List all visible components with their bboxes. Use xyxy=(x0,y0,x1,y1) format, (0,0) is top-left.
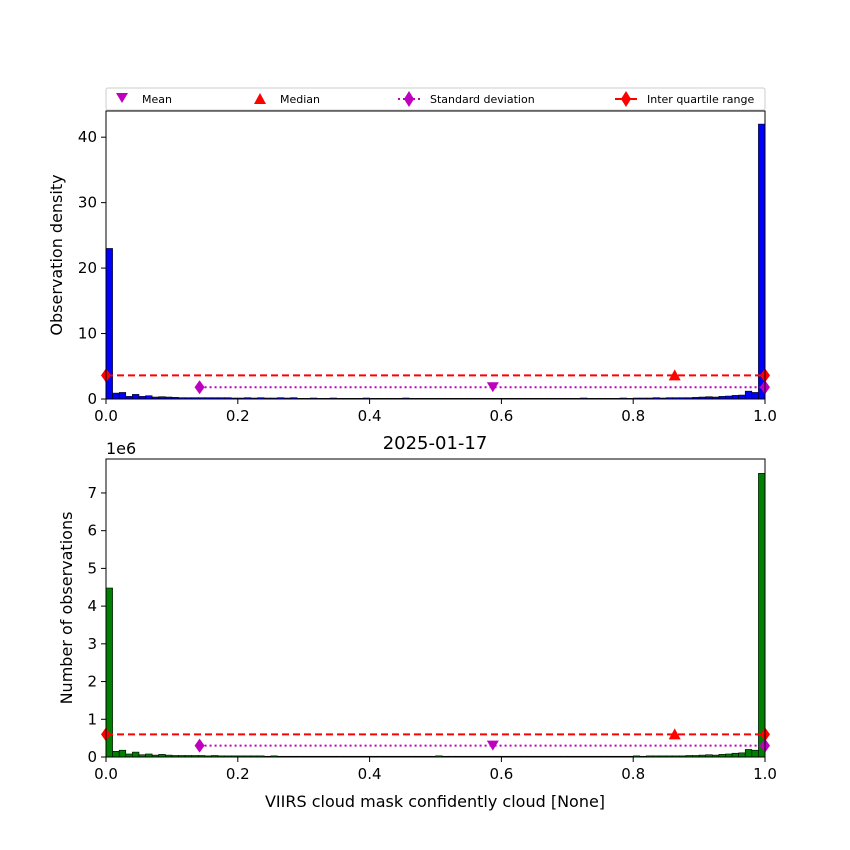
density-y-tick-label: 10 xyxy=(78,325,97,343)
count-x-tick-label: 0.4 xyxy=(358,765,382,783)
density-y-ticks: 0 10 20 30 40 xyxy=(78,128,106,408)
density-x-tick-label: 0.8 xyxy=(621,407,645,425)
count-y-tick-label: 6 xyxy=(87,522,97,540)
count-x-tick-label: 0.0 xyxy=(94,765,118,783)
count-y-tick-label: 3 xyxy=(87,635,97,653)
density-y-tick-label: 40 xyxy=(78,128,97,146)
count-x-axis-label: VIIRS cloud mask confidently cloud [None… xyxy=(265,792,605,811)
legend-entry-iqr: Inter quartile range xyxy=(615,91,754,107)
density-bar xyxy=(758,123,766,400)
density-x-tick-label: 0.6 xyxy=(489,407,513,425)
count-stat-overlays xyxy=(101,727,770,753)
count-bar xyxy=(751,749,759,758)
density-x-tick-label: 0.4 xyxy=(358,407,382,425)
count-x-tick-label: 0.6 xyxy=(489,765,513,783)
density-x-ticks: 0.0 0.2 0.4 0.6 0.8 1.0 xyxy=(94,399,777,425)
count-histogram-axes: 2025-01-17 0.0 0.2 0.4 0.6 0.8 1.0 0 1 2 3 4 5 6 7 1… xyxy=(57,433,777,811)
median-marker-icon xyxy=(254,93,266,104)
density-axes-frame xyxy=(105,110,766,400)
count-y-tick-label: 7 xyxy=(87,484,97,502)
density-x-tick-label: 0.0 xyxy=(94,407,118,425)
density-mean-marker xyxy=(486,382,499,393)
count-y-tick-label: 0 xyxy=(87,748,97,766)
density-bar xyxy=(744,390,753,400)
density-x-tick-label: 1.0 xyxy=(753,407,777,425)
density-y-tick-label: 0 xyxy=(87,390,97,408)
density-bar xyxy=(112,392,120,400)
count-x-tick-label: 1.0 xyxy=(753,765,777,783)
count-chart-title: 2025-01-17 xyxy=(383,433,488,454)
density-y-tick-label: 20 xyxy=(78,259,97,277)
density-y-axis-label: Observation density xyxy=(47,174,66,335)
count-bar xyxy=(758,473,766,758)
legend-entry-mean: Mean xyxy=(116,93,172,106)
count-y-tick-label: 5 xyxy=(87,559,97,577)
count-mean-marker xyxy=(486,740,499,751)
density-y-tick-label: 30 xyxy=(78,194,97,212)
count-bar xyxy=(738,752,746,758)
density-bar xyxy=(751,392,759,400)
count-y-tick-label: 1 xyxy=(87,710,97,728)
legend-entry-median: Median xyxy=(254,93,320,106)
density-bar xyxy=(738,394,746,400)
count-x-tick-label: 0.2 xyxy=(226,765,250,783)
count-y-tick-label: 4 xyxy=(87,597,97,615)
count-bar xyxy=(132,751,140,758)
count-bar xyxy=(744,749,753,758)
count-bar xyxy=(731,752,739,758)
count-y-offset-text: 1e6 xyxy=(106,439,136,458)
density-x-tick-label: 0.2 xyxy=(226,407,250,425)
density-median-marker xyxy=(668,369,681,381)
density-bar xyxy=(118,392,127,400)
legend-label-median: Median xyxy=(280,93,320,106)
legend-label-mean: Mean xyxy=(142,93,172,106)
count-y-axis-label: Number of observations xyxy=(57,512,76,705)
count-median-marker xyxy=(668,728,681,740)
density-bar xyxy=(731,395,739,400)
count-bar xyxy=(112,751,120,758)
density-histogram-axes: 0.0 0.2 0.4 0.6 0.8 1.0 0 10 20 30 40 Observation… xyxy=(47,87,777,425)
count-y-ticks: 0 1 2 3 4 5 6 7 xyxy=(87,484,106,766)
std-marker-icon xyxy=(404,91,414,107)
count-x-ticks: 0.0 0.2 0.4 0.6 0.8 1.0 xyxy=(94,757,777,783)
count-bar xyxy=(118,749,127,758)
iqr-marker-icon xyxy=(621,91,631,107)
density-std-start-marker xyxy=(194,380,205,395)
legend-label-iqr: Inter quartile range xyxy=(647,93,754,106)
legend-entry-std: Standard deviation xyxy=(398,91,535,107)
count-y-tick-label: 2 xyxy=(87,673,97,691)
legend-box xyxy=(105,87,766,111)
count-std-start-marker xyxy=(194,738,205,753)
count-axes-frame xyxy=(105,458,766,758)
legend-label-std: Standard deviation xyxy=(430,93,535,106)
mean-marker-icon xyxy=(116,93,128,103)
count-x-tick-label: 0.8 xyxy=(621,765,645,783)
legend: Mean Median Standard deviation Inter qua… xyxy=(105,87,766,111)
density-bar xyxy=(132,394,140,400)
